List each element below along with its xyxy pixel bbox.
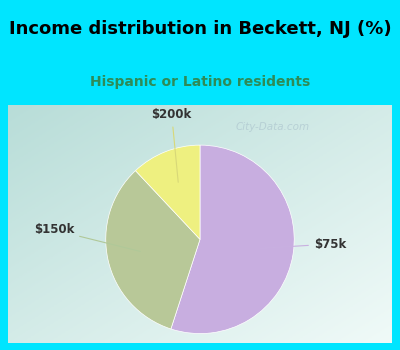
Text: $75k: $75k (260, 238, 346, 251)
Text: $150k: $150k (34, 223, 140, 251)
Wedge shape (171, 145, 294, 334)
Text: Income distribution in Beckett, NJ (%): Income distribution in Beckett, NJ (%) (9, 20, 391, 38)
Text: City-Data.com: City-Data.com (236, 122, 310, 132)
Text: Hispanic or Latino residents: Hispanic or Latino residents (90, 75, 310, 89)
Text: $200k: $200k (152, 108, 192, 182)
Wedge shape (136, 145, 200, 239)
Wedge shape (106, 171, 200, 329)
